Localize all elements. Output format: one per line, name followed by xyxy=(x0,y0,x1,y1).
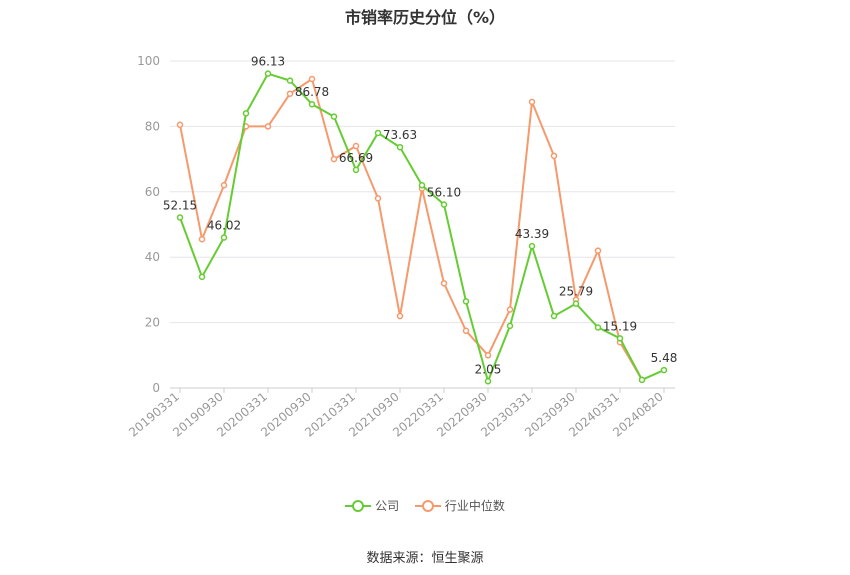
data-label: 96.13 xyxy=(251,55,285,69)
data-point-industry xyxy=(396,312,404,320)
data-point-industry xyxy=(264,123,272,130)
legend: 公司 行业中位数 xyxy=(0,497,850,516)
data-label: 46.02 xyxy=(207,219,241,233)
data-point-industry xyxy=(550,152,558,160)
data-point-company xyxy=(616,335,624,342)
data-label: 56.10 xyxy=(427,186,461,200)
data-point-industry xyxy=(484,352,492,359)
y-tick-label: 20 xyxy=(145,316,160,330)
data-point-company xyxy=(572,300,580,307)
data-point-industry xyxy=(308,75,316,83)
data-label: 2.05 xyxy=(475,362,502,376)
data-point-company xyxy=(660,366,668,374)
data-point-company xyxy=(440,201,448,208)
data-point-industry xyxy=(220,182,228,189)
data-point-company xyxy=(220,234,228,241)
data-point-industry xyxy=(330,155,338,163)
data-point-industry xyxy=(528,98,536,106)
data-point-company xyxy=(594,324,602,331)
data-label: 43.39 xyxy=(515,227,549,241)
data-label: 73.63 xyxy=(383,128,417,142)
data-point-company xyxy=(462,298,470,305)
data-point-company xyxy=(198,273,206,281)
data-point-industry xyxy=(286,90,294,97)
chart-title: 市销率历史分位（%） xyxy=(344,8,506,27)
legend-item-industry[interactable]: 行业中位数 xyxy=(414,497,505,514)
data-point-company xyxy=(484,378,492,385)
data-point-company xyxy=(264,70,272,77)
data-point-company xyxy=(506,322,514,330)
data-point-company xyxy=(286,77,294,84)
data-point-industry xyxy=(440,280,448,287)
data-point-company xyxy=(242,110,250,117)
data-point-company xyxy=(330,113,338,120)
data-label: 25.79 xyxy=(559,285,593,299)
legend-swatch-company xyxy=(345,499,372,513)
data-label: 86.78 xyxy=(295,85,329,99)
data-point-company xyxy=(528,242,536,250)
legend-label-company: 公司 xyxy=(375,499,400,513)
data-point-company xyxy=(550,312,558,320)
data-point-company xyxy=(638,376,646,384)
y-tick-label: 0 xyxy=(152,381,160,395)
data-point-industry xyxy=(506,306,514,313)
data-point-industry xyxy=(198,235,206,243)
data-point-industry xyxy=(462,327,470,335)
series-line-industry xyxy=(179,77,643,381)
data-point-industry xyxy=(176,121,184,129)
legend-swatch-industry xyxy=(414,499,441,513)
legend-label-industry: 行业中位数 xyxy=(444,499,505,513)
data-point-company xyxy=(396,143,404,151)
data-point-industry xyxy=(594,247,602,254)
data-point-industry xyxy=(352,142,360,150)
data-point-company xyxy=(374,129,382,137)
y-tick-label: 60 xyxy=(145,185,160,199)
data-point-company xyxy=(418,182,426,189)
data-point-company xyxy=(176,214,184,221)
data-point-company xyxy=(308,100,316,108)
y-tick-label: 40 xyxy=(145,250,160,264)
data-point-industry xyxy=(374,195,382,202)
data-label: 66.69 xyxy=(339,151,373,165)
data-source: 数据来源：恒生聚源 xyxy=(366,551,484,566)
series-line-company xyxy=(179,72,665,383)
y-tick-label: 100 xyxy=(137,54,160,68)
data-label: 5.48 xyxy=(651,351,678,365)
legend-item-company[interactable]: 公司 xyxy=(345,497,399,514)
data-point-company xyxy=(352,166,360,174)
y-tick-label: 80 xyxy=(145,119,160,133)
data-label: 52.15 xyxy=(163,198,197,212)
data-label: 15.19 xyxy=(603,319,637,333)
